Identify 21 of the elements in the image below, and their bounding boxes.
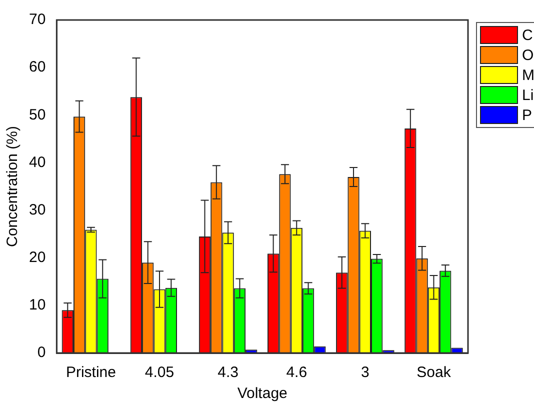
x-tick-label: 4.3 xyxy=(218,364,238,382)
x-axis-title: Voltage xyxy=(237,385,288,402)
y-tick-label: 60 xyxy=(28,58,46,76)
x-tick-label: Soak xyxy=(416,364,452,382)
y-axis-title: Concentration (%) xyxy=(4,126,22,247)
y-tick-label: 30 xyxy=(28,201,46,218)
y-tick-label: 0 xyxy=(37,344,46,362)
x-tick-label: 4.6 xyxy=(286,364,308,382)
legend-label: P xyxy=(522,106,532,124)
legend-label: C xyxy=(522,26,533,44)
x-tick-label: 3 xyxy=(361,364,370,382)
legend-label: O xyxy=(522,46,534,64)
y-tick-label: 40 xyxy=(28,154,46,171)
legend-label: M xyxy=(522,66,534,84)
y-tick-label: 20 xyxy=(28,249,46,266)
y-tick-label: 70 xyxy=(28,11,46,28)
y-tick-label: 50 xyxy=(28,106,46,124)
x-tick-label: 4.05 xyxy=(144,364,174,382)
legend-label: Li xyxy=(522,86,534,104)
y-tick-label: 10 xyxy=(28,296,46,314)
x-tick-label: Pristine xyxy=(66,364,116,382)
